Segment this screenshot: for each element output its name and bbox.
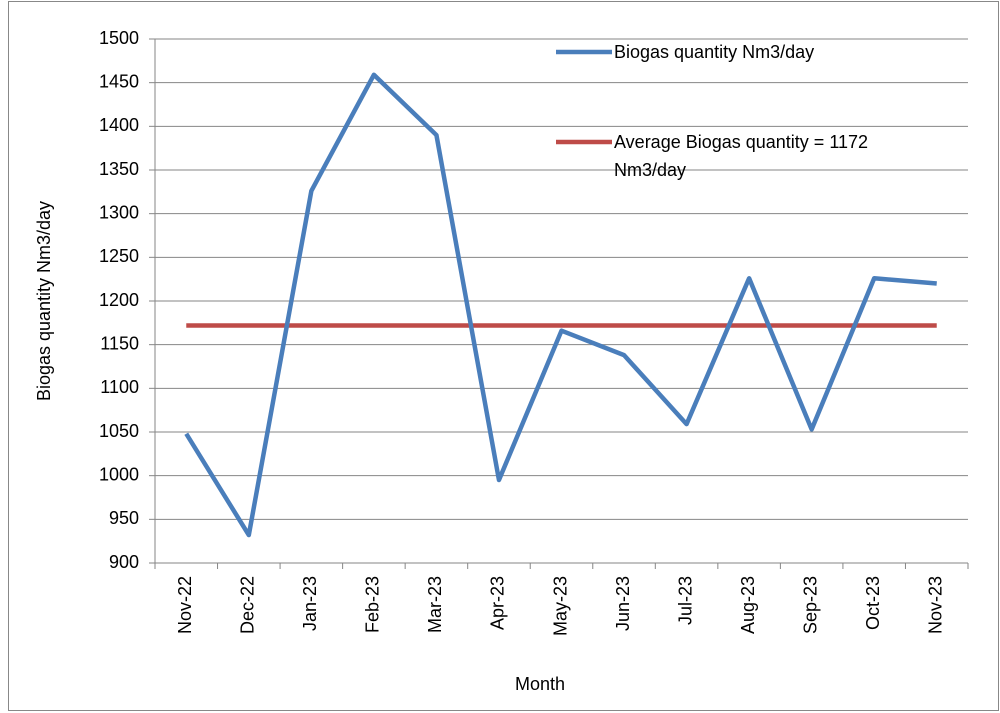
x-tick-label: Dec-22 <box>238 576 258 634</box>
y-tick-label: 1100 <box>100 377 139 397</box>
y-tick-label: 1050 <box>99 421 139 441</box>
y-tick-label: 950 <box>109 508 139 528</box>
y-tick-label: 1150 <box>100 333 139 353</box>
y-tick-label: 1250 <box>99 246 139 266</box>
x-tick-label: Jul-23 <box>675 576 695 625</box>
y-tick-label: 1450 <box>99 71 139 91</box>
x-tick-label: Oct-23 <box>863 576 883 630</box>
y-axis-label: Biogas quantity Nm3/day <box>34 201 54 401</box>
y-tick-label: 1300 <box>99 202 139 222</box>
x-tick-label: Apr-23 <box>488 576 508 630</box>
x-tick-label: May-23 <box>550 576 570 636</box>
x-axis-label: Month <box>515 674 565 694</box>
x-tick-label: Feb-23 <box>363 576 383 633</box>
chart-border <box>8 1 999 711</box>
y-tick-label: 900 <box>109 552 139 572</box>
y-tick-label: 1400 <box>99 115 139 135</box>
x-tick-label: Jan-23 <box>300 576 320 631</box>
x-tick-label: Mar-23 <box>425 576 445 633</box>
y-tick-label: 1000 <box>99 464 139 484</box>
x-tick-label: Nov-22 <box>175 576 195 634</box>
legend-label: Average Biogas quantity = 1172 Nm3/day <box>614 132 869 180</box>
x-tick-label: Aug-23 <box>738 576 758 634</box>
legend-label: Biogas quantity Nm3/day <box>614 42 815 62</box>
legend-entry: Biogas quantity Nm3/day <box>614 42 815 62</box>
legend-entry: Average Biogas quantity = 1172 Nm3/day <box>614 132 869 180</box>
series-line <box>184 72 937 538</box>
x-tick-label: Sep-23 <box>800 576 820 634</box>
x-tick-label: Nov-23 <box>925 576 945 634</box>
y-tick-label: 1200 <box>99 290 139 310</box>
y-tick-label: 1500 <box>99 28 139 48</box>
y-tick-label: 1350 <box>99 159 139 179</box>
x-tick-label: Jun-23 <box>613 576 633 631</box>
